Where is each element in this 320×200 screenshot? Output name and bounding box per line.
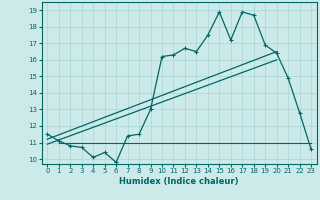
X-axis label: Humidex (Indice chaleur): Humidex (Indice chaleur) — [119, 177, 239, 186]
